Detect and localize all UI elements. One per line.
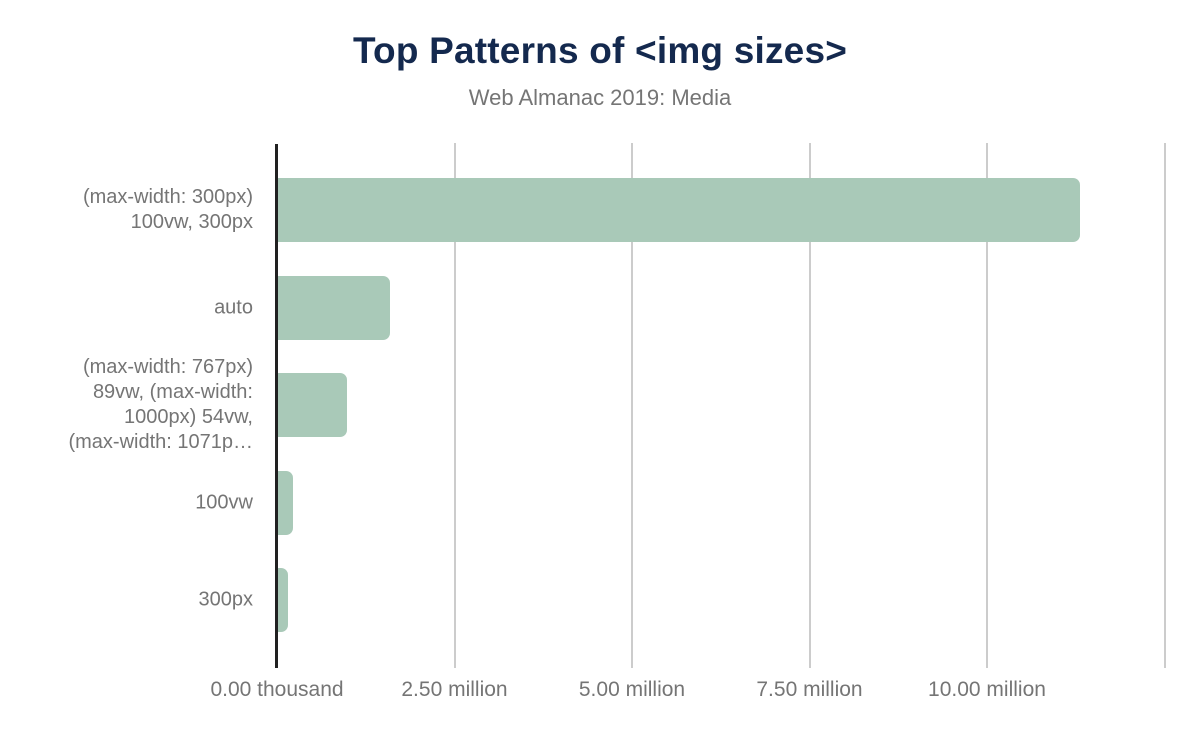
x-tick-label: 7.50 million bbox=[756, 678, 863, 701]
x-tick-label: 5.00 million bbox=[578, 678, 686, 701]
bar[interactable] bbox=[278, 568, 288, 632]
x-axis-labels: 0.00 thousand 2.50 million 5.00 million 7.5… bbox=[0, 678, 1200, 708]
gridline bbox=[986, 143, 988, 668]
chart-title: Top Patterns of <img sizes> bbox=[352, 30, 848, 71]
gridline bbox=[1163, 143, 1166, 668]
x-tick-label: 10.00 million bbox=[928, 678, 1046, 701]
bar[interactable] bbox=[278, 373, 347, 437]
y-axis-labels: (max-width: 300px) 100vw, 300px auto (max-… bbox=[25, 143, 265, 668]
gridline bbox=[453, 143, 456, 668]
gridline bbox=[631, 143, 633, 668]
category-label: (max-width: 767px) 89vw, (max-width: 100… bbox=[68, 356, 253, 453]
y-axis-line bbox=[275, 144, 278, 668]
chart-subtitle: Web Almanac 2019: Media bbox=[468, 85, 732, 110]
bar[interactable] bbox=[278, 470, 293, 535]
category-label: (max-width: 300px) 100vw, 300px bbox=[82, 186, 253, 233]
category-label: auto bbox=[214, 296, 253, 318]
x-tick-label: 0.00 thousand bbox=[210, 678, 344, 701]
category-label: 100vw bbox=[195, 491, 253, 513]
gridline bbox=[808, 143, 811, 668]
category-label: 300px bbox=[198, 588, 254, 611]
bar[interactable] bbox=[278, 275, 390, 340]
x-tick-label: 2.50 million bbox=[401, 678, 508, 701]
plot-area bbox=[275, 143, 1167, 668]
bar[interactable] bbox=[278, 178, 1080, 242]
